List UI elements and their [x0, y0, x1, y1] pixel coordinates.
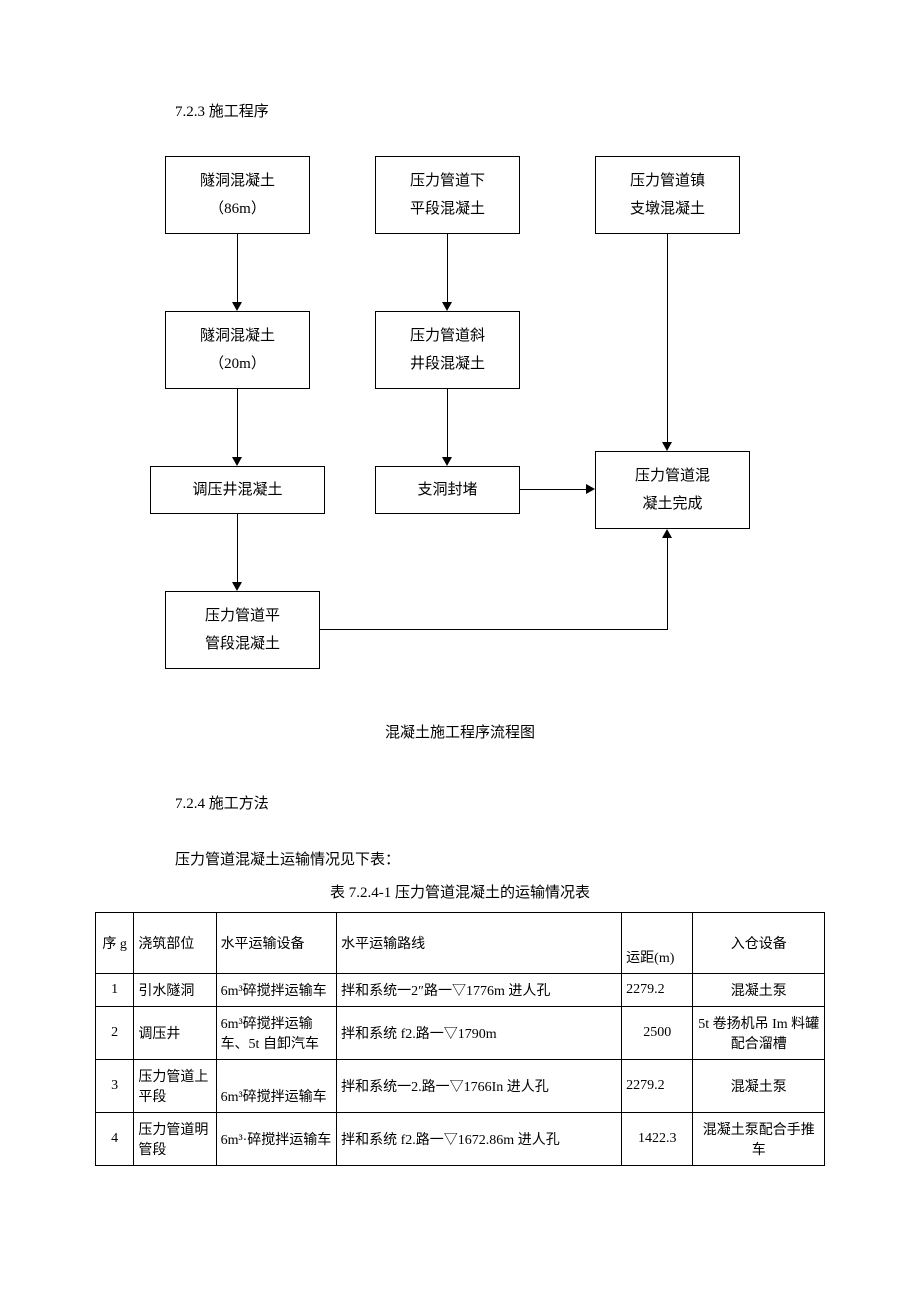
node-text: 隧洞混凝土: [200, 167, 275, 196]
flow-node-4: 隧洞混凝土 （20m）: [165, 311, 310, 389]
th-seq: 序 g: [96, 913, 134, 974]
transport-table: 序 g 浇筑部位 水平运输设备 水平运输路线 运距(m) 入仓设备 1 引水隧洞…: [95, 912, 825, 1166]
node-text: （86m）: [209, 195, 266, 224]
arrow-head-icon: [662, 442, 672, 451]
arrow: [237, 514, 238, 582]
arrow: [447, 234, 448, 302]
cell: 调压井: [134, 1007, 216, 1060]
th-part: 浇筑部位: [134, 913, 216, 974]
arrow: [520, 489, 586, 490]
cell: 6m³碎搅拌运输车、5t 自卸汽车: [216, 1007, 337, 1060]
node-text: 调压井混凝土: [192, 476, 282, 505]
cell: 混凝土泵配合手推车: [693, 1113, 825, 1166]
cell: 拌和系统 f2.路一▽1790m: [337, 1007, 622, 1060]
cell: 2279.2: [622, 1060, 693, 1113]
node-text: 支墩混凝土: [630, 195, 705, 224]
flow-node-7: 支洞封堵: [375, 466, 520, 514]
node-text: （20m）: [209, 350, 266, 379]
flowchart: 隧洞混凝土 （86m） 压力管道下 平段混凝土 压力管道镇 支墩混凝土 隧洞混凝…: [150, 156, 770, 696]
flow-node-6: 调压井混凝土: [150, 466, 325, 514]
arrow-head-icon: [232, 457, 242, 466]
table-row: 4 压力管道明管段 6m³·碎搅拌运输车 拌和系统 f2.路一▽1672.86m…: [96, 1113, 825, 1166]
flow-node-8: 压力管道混 凝土完成: [595, 451, 750, 529]
arrow: [667, 538, 668, 630]
th-load: 入仓设备: [693, 913, 825, 974]
table-header-row: 序 g 浇筑部位 水平运输设备 水平运输路线 运距(m) 入仓设备: [96, 913, 825, 974]
node-text: 平段混凝土: [410, 195, 485, 224]
node-text: 压力管道混: [635, 462, 710, 491]
cell: 2279.2: [622, 974, 693, 1007]
cell: 拌和系统一2.路一▽1766In 进人孔: [337, 1060, 622, 1113]
node-text: 压力管道镇: [630, 167, 705, 196]
cell: 混凝土泵: [693, 974, 825, 1007]
cell: 4: [96, 1113, 134, 1166]
cell: 6m³·碎搅拌运输车: [216, 1113, 337, 1166]
cell: 1: [96, 974, 134, 1007]
cell: 压力管道上平段: [134, 1060, 216, 1113]
flow-node-1: 隧洞混凝土 （86m）: [165, 156, 310, 234]
arrow: [320, 629, 668, 630]
cell: 引水隧洞: [134, 974, 216, 1007]
flowchart-caption: 混凝土施工程序流程图: [95, 721, 825, 742]
arrow: [237, 389, 238, 457]
th-dist: 运距(m): [622, 913, 693, 974]
cell: 混凝土泵: [693, 1060, 825, 1113]
arrow-head-icon: [586, 484, 595, 494]
cell: 6m³碎搅拌运输车: [216, 1060, 337, 1113]
table-row: 2 调压井 6m³碎搅拌运输车、5t 自卸汽车 拌和系统 f2.路一▽1790m…: [96, 1007, 825, 1060]
cell: 2500: [622, 1007, 693, 1060]
node-text: 压力管道斜: [410, 322, 485, 351]
arrow: [447, 389, 448, 457]
body-paragraph: 压力管道混凝土运输情况见下表：: [175, 848, 825, 869]
section-heading-2: 7.2.4 施工方法: [175, 792, 825, 813]
flow-node-5: 压力管道斜 井段混凝土: [375, 311, 520, 389]
node-text: 压力管道下: [410, 167, 485, 196]
arrow-head-icon: [442, 302, 452, 311]
cell: 拌和系统 f2.路一▽1672.86m 进人孔: [337, 1113, 622, 1166]
cell: 拌和系统一2″路一▽1776m 进人孔: [337, 974, 622, 1007]
node-text: 压力管道平: [205, 602, 280, 631]
section-heading-1: 7.2.3 施工程序: [175, 100, 825, 121]
cell: 3: [96, 1060, 134, 1113]
arrow-head-icon: [232, 302, 242, 311]
th-equip: 水平运输设备: [216, 913, 337, 974]
table-title: 表 7.2.4-1 压力管道混凝土的运输情况表: [95, 881, 825, 902]
node-text: 支洞封堵: [417, 476, 477, 505]
cell: 1422.3: [622, 1113, 693, 1166]
arrow-head-icon: [232, 582, 242, 591]
cell: 2: [96, 1007, 134, 1060]
arrow-head-icon: [662, 529, 672, 538]
arrow-head-icon: [442, 457, 452, 466]
node-text: 隧洞混凝土: [200, 322, 275, 351]
node-text: 井段混凝土: [410, 350, 485, 379]
table-row: 3 压力管道上平段 6m³碎搅拌运输车 拌和系统一2.路一▽1766In 进人孔…: [96, 1060, 825, 1113]
flow-node-9: 压力管道平 管段混凝土: [165, 591, 320, 669]
cell: 压力管道明管段: [134, 1113, 216, 1166]
flow-node-3: 压力管道镇 支墩混凝土: [595, 156, 740, 234]
table-row: 1 引水隧洞 6m³碎搅拌运输车 拌和系统一2″路一▽1776m 进人孔 227…: [96, 974, 825, 1007]
node-text: 管段混凝土: [205, 630, 280, 659]
th-route: 水平运输路线: [337, 913, 622, 974]
node-text: 凝土完成: [642, 490, 702, 519]
arrow: [667, 234, 668, 442]
cell: 5t 卷扬机吊 Im 料罐配合溜槽: [693, 1007, 825, 1060]
flow-node-2: 压力管道下 平段混凝土: [375, 156, 520, 234]
arrow: [237, 234, 238, 302]
cell: 6m³碎搅拌运输车: [216, 974, 337, 1007]
